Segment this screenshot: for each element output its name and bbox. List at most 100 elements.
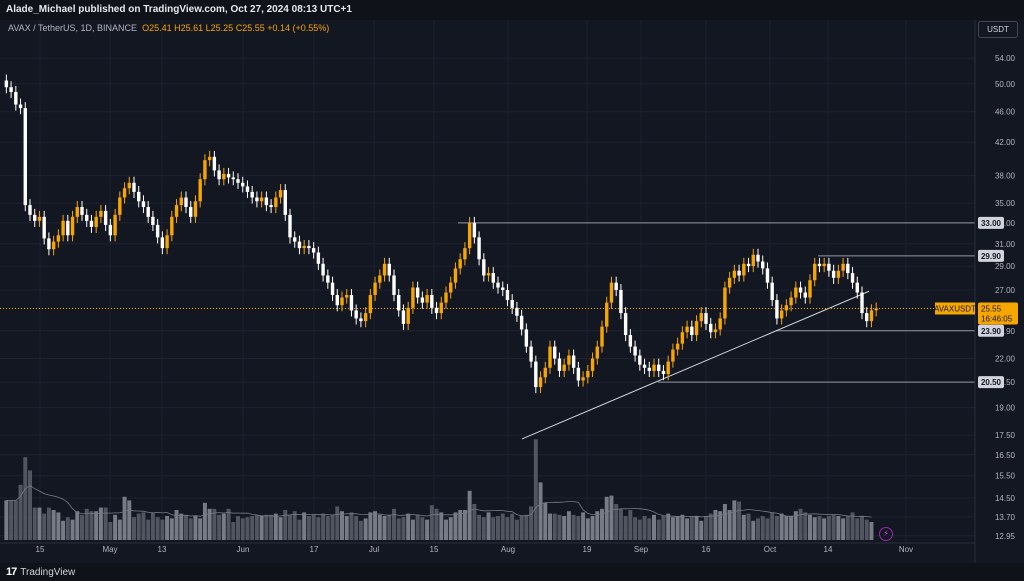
candle-body — [311, 248, 316, 253]
volume-bar — [562, 516, 567, 540]
volume-bar — [56, 512, 61, 540]
volume-bar — [18, 484, 23, 540]
y-tick-label: 46.00 — [995, 108, 1016, 117]
y-tick-label: 20.50 — [995, 378, 1016, 387]
volume-bar — [670, 517, 675, 540]
volume-bar — [94, 511, 99, 540]
x-tick-label: 15 — [430, 545, 439, 554]
candle-body — [761, 261, 765, 269]
open-value: O25.41 — [142, 23, 172, 33]
candle-body — [841, 263, 845, 271]
y-tick-label: 12.95 — [995, 532, 1016, 541]
candle-body — [817, 263, 822, 267]
candle-body — [803, 292, 807, 298]
volume-bar — [576, 516, 581, 540]
volume-bar — [392, 508, 396, 540]
volume-bar — [760, 516, 765, 540]
candle-body — [245, 186, 250, 192]
candle-body — [586, 370, 590, 378]
volume-bar — [9, 500, 14, 540]
candle-body — [118, 197, 122, 215]
level-price-tag — [978, 249, 1004, 262]
volume-ma-line — [6, 485, 872, 518]
volume-bar — [245, 517, 250, 540]
low-value: L25.25 — [205, 23, 234, 33]
volume-bar — [826, 516, 831, 540]
lightning-icon[interactable]: ⚡ — [879, 527, 893, 541]
candle-body — [231, 177, 235, 180]
volume-bar — [831, 514, 836, 540]
volume-bar — [221, 513, 226, 540]
volume-bar — [349, 512, 354, 540]
volume-bar — [231, 522, 236, 540]
volume-bar — [666, 513, 671, 540]
volume-bar — [812, 517, 817, 540]
volume-bar — [46, 507, 51, 540]
candle-body — [146, 207, 150, 217]
volume-bar — [595, 511, 600, 540]
price-chart[interactable]: 54.00 50.00 46.00 42.00 38.00 35.00 33.00 31.00… — [0, 0, 1024, 563]
volume-bar — [288, 514, 292, 540]
volume-bar — [642, 516, 647, 540]
candle-body — [359, 318, 363, 322]
x-tick-label: 14 — [824, 545, 833, 554]
candle-body — [387, 263, 391, 276]
candle-body — [865, 313, 869, 322]
volume-bar — [609, 495, 614, 540]
candle-body — [704, 313, 708, 324]
volume-bar — [689, 516, 694, 540]
candle-body — [94, 216, 98, 227]
footer-bar — [0, 563, 1024, 581]
last-price-text: 25.55 — [981, 304, 1002, 313]
candle-body — [770, 282, 774, 301]
candle-body — [189, 207, 193, 217]
volume-bar — [557, 514, 562, 540]
candle-body — [127, 182, 131, 189]
volume-bar — [65, 517, 70, 540]
volume-bar — [614, 504, 619, 540]
candle-body — [746, 263, 751, 267]
candle-body — [529, 346, 533, 362]
candle-body — [557, 358, 562, 371]
x-tick-label: Aug — [501, 545, 515, 554]
candle-body — [434, 307, 439, 314]
candle-body — [113, 214, 117, 236]
volume-bar — [571, 514, 576, 540]
volume-bar — [656, 519, 661, 540]
volume-bar — [722, 504, 727, 540]
ascending-trendline — [521, 290, 870, 440]
volume-bar — [533, 439, 538, 540]
volume-bar — [113, 514, 118, 540]
currency-button[interactable]: USDT — [978, 21, 1018, 38]
candle-body — [784, 305, 789, 311]
volume-bar — [207, 508, 212, 540]
tradingview-brand[interactable]: 17 TradingView — [6, 566, 75, 578]
volume-bar — [306, 516, 311, 540]
volume-bar — [637, 519, 642, 540]
candle-body — [756, 254, 760, 262]
y-tick-label: 50.00 — [995, 80, 1016, 89]
candle-body — [66, 220, 70, 236]
volume-bar — [444, 519, 448, 540]
volume-bar — [420, 517, 425, 540]
candle-body — [614, 282, 618, 291]
candle-body — [501, 287, 505, 291]
volume-bar — [765, 518, 770, 540]
volume-bar — [13, 500, 18, 540]
candle-body — [619, 290, 623, 314]
volume-bar — [273, 513, 278, 540]
candle-body — [321, 263, 325, 276]
candle-body — [671, 349, 675, 362]
volume-bar — [373, 511, 378, 540]
volume-bar — [618, 508, 623, 540]
volume-bar — [552, 513, 557, 540]
candle-body — [600, 326, 604, 347]
candle-body — [779, 310, 784, 319]
volume-bar — [774, 516, 779, 540]
volume-bar — [822, 518, 827, 540]
volume-bar — [519, 516, 524, 540]
volume-bar — [566, 511, 571, 540]
volume-bar — [850, 512, 855, 540]
candle-body — [307, 245, 311, 249]
candle-body — [609, 282, 614, 303]
